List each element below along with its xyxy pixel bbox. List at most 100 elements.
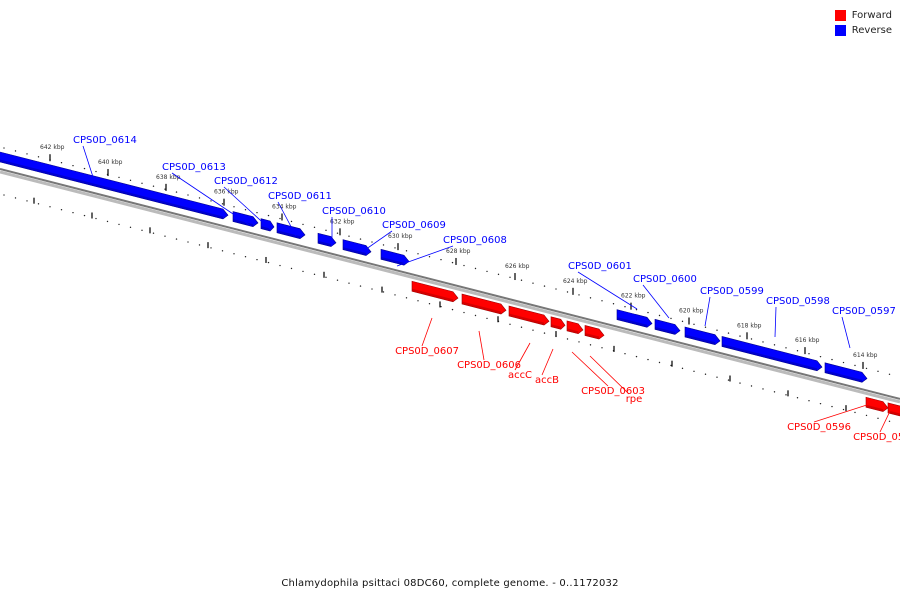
- gene-leader-line: [361, 230, 393, 253]
- minor-tick: [808, 352, 810, 355]
- minor-tick: [854, 411, 856, 414]
- minor-tick: [267, 261, 270, 264]
- minor-tick: [164, 235, 166, 237]
- minor-tick: [382, 244, 385, 246]
- minor-tick: [555, 288, 557, 290]
- minor-tick: [348, 235, 350, 237]
- minor-tick: [244, 209, 247, 211]
- minor-tick: [244, 256, 247, 258]
- minor-tick: [624, 305, 626, 308]
- minor-tick: [118, 223, 120, 226]
- scale-tick-label: 626 kbp: [505, 263, 530, 270]
- minor-tick: [704, 373, 707, 375]
- minor-tick: [842, 361, 845, 364]
- minor-tick: [83, 167, 86, 170]
- minor-tick: [509, 276, 511, 279]
- minor-tick: [382, 291, 385, 293]
- gene-leader-line: [577, 271, 638, 310]
- minor-tick: [371, 288, 373, 290]
- minor-tick: [451, 261, 454, 264]
- minor-tick: [693, 323, 695, 326]
- minor-tick: [37, 203, 40, 205]
- gene-leader-line: [478, 330, 485, 361]
- minor-tick: [877, 370, 879, 373]
- minor-tick: [762, 341, 764, 343]
- minor-tick: [888, 420, 891, 422]
- gene-leader-line: [223, 186, 272, 231]
- gene-label-cps0d-0611: CPS0D_0611: [268, 191, 332, 202]
- gene-shading: [261, 226, 271, 232]
- minor-tick: [348, 282, 350, 284]
- gene-cps0d-0599[interactable]: [684, 326, 721, 346]
- minor-tick: [693, 370, 695, 373]
- minor-tick: [256, 211, 258, 214]
- minor-tick: [865, 367, 868, 370]
- gene-label-cps0d-0610: CPS0D_0610: [322, 206, 386, 217]
- gene-label-cps0d-0603: CPS0D_0603: [581, 386, 645, 397]
- gene-shading: [722, 343, 817, 371]
- legend-label-forward: Forward: [851, 10, 892, 21]
- minor-tick: [762, 388, 764, 390]
- gene-shading: [318, 240, 331, 247]
- minor-tick: [221, 203, 224, 205]
- gene-shading: [585, 332, 599, 340]
- gene-label-accc: accC: [508, 370, 532, 381]
- minor-tick: [727, 332, 730, 334]
- scale-tick-label: 634 kbp: [272, 203, 297, 210]
- minor-tick: [486, 270, 488, 273]
- minor-tick: [681, 320, 684, 323]
- minor-tick: [405, 250, 408, 252]
- minor-tick: [37, 156, 40, 158]
- minor-tick: [233, 206, 235, 208]
- minor-tick: [658, 314, 661, 317]
- minor-tick: [601, 347, 603, 349]
- minor-tick: [428, 303, 431, 305]
- gene-shading: [277, 230, 300, 239]
- genome-caption: Chlamydophila psittaci 08DC60, complete …: [281, 578, 619, 589]
- minor-tick: [612, 303, 615, 305]
- minor-tick: [141, 182, 143, 184]
- minor-tick: [129, 226, 132, 229]
- gene-shading: [412, 288, 453, 302]
- gene-label-accb: accB: [535, 375, 559, 386]
- minor-tick: [440, 258, 442, 261]
- minor-tick: [256, 258, 258, 261]
- minor-tick: [463, 311, 465, 314]
- minor-tick: [279, 217, 281, 220]
- minor-tick: [474, 267, 477, 270]
- forward-color-swatch: [834, 10, 846, 21]
- minor-tick: [796, 397, 799, 399]
- minor-tick: [371, 241, 373, 243]
- minor-tick: [704, 326, 707, 328]
- minor-tick: [49, 206, 51, 208]
- minor-tick: [187, 241, 189, 243]
- scale-tick-label: 622 kbp: [621, 293, 646, 300]
- gene-label-cps0d-0606: CPS0D_0606: [457, 360, 521, 371]
- minor-tick: [336, 279, 339, 281]
- minor-tick: [325, 276, 327, 278]
- legend-label-reverse: Reverse: [851, 25, 892, 36]
- legend-item-forward: Forward: [834, 8, 892, 23]
- gene-label-cps0d-0608: CPS0D_0608: [443, 235, 507, 246]
- minor-tick: [888, 373, 891, 375]
- minor-tick: [175, 238, 178, 240]
- minor-tick: [3, 147, 5, 149]
- gene-cps0d-0601[interactable]: [616, 309, 653, 328]
- gene-shading: [866, 404, 883, 412]
- minor-tick: [83, 214, 86, 217]
- gene-leader-line: [589, 355, 630, 395]
- gene-leader-line: [642, 284, 670, 319]
- gene-cps0d-0614[interactable]: [0, 149, 229, 220]
- minor-tick: [359, 285, 362, 287]
- gene-shading: [655, 326, 675, 335]
- minor-tick: [26, 153, 28, 155]
- minor-tick: [739, 382, 741, 384]
- minor-tick: [302, 223, 304, 226]
- minor-tick: [463, 264, 465, 267]
- minor-tick: [681, 367, 684, 370]
- scale-tick-label: 620 kbp: [679, 307, 704, 314]
- minor-tick: [716, 376, 718, 378]
- minor-tick: [302, 270, 304, 273]
- minor-tick: [842, 408, 845, 411]
- minor-tick: [854, 364, 856, 367]
